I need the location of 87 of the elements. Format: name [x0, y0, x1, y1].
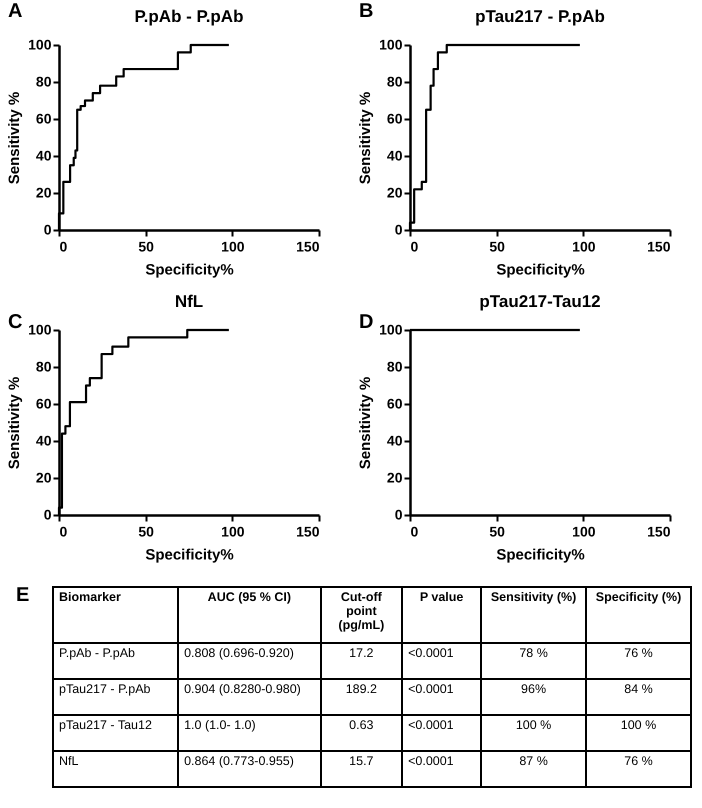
y-tick-label: 40 [36, 148, 52, 164]
y-tick-label: 80 [386, 358, 403, 374]
y-tick-label: 100 [379, 322, 403, 338]
y-tick-label: 20 [386, 470, 403, 486]
y-axis-title: Sensitivity % [6, 92, 24, 184]
x-axis-title: Specificity% [496, 262, 585, 278]
y-tick-label: 0 [44, 222, 52, 238]
text: E [16, 584, 30, 607]
x-tick-label: 150 [647, 524, 671, 540]
y-tick-label: 80 [386, 74, 403, 90]
text: <0.0001 [402, 751, 482, 787]
y-tick-label: 40 [36, 432, 52, 448]
text: 100 % [586, 715, 691, 751]
y-tick-label: 20 [36, 184, 52, 200]
text: AUC (95 % CI) [178, 587, 321, 643]
chart-title: pTau217-Tau12 [479, 292, 601, 311]
text: Biomarker [53, 587, 178, 643]
text: 189.2 [320, 679, 402, 715]
text: 15.7 [320, 751, 402, 787]
x-tick-label: 50 [489, 238, 506, 254]
y-tick-label: 60 [386, 110, 403, 126]
text: B [359, 0, 374, 23]
text: 76 % [586, 643, 691, 679]
text: 96% [481, 679, 586, 715]
y-tick-label: 40 [386, 148, 403, 164]
x-tick-label: 0 [410, 524, 418, 540]
text: Cut-off point (pg/mL) [320, 587, 402, 643]
y-axis-title: Sensitivity % [357, 376, 374, 470]
x-tick-label: 100 [572, 238, 596, 254]
text: 100 % [481, 715, 586, 751]
text: 0.63 [320, 715, 402, 751]
y-tick-label: 0 [394, 222, 403, 238]
text: 76 % [586, 751, 691, 787]
text: 78 % [481, 643, 586, 679]
y-tick-label: 20 [36, 470, 52, 486]
text: P value [402, 587, 482, 643]
text: 0.808 (0.696-0.920) [178, 643, 321, 679]
text: 0.904 (0.8280-0.980) [178, 679, 321, 715]
y-tick-label: 100 [379, 36, 403, 52]
y-tick-label: 100 [28, 322, 52, 338]
y-tick-label: 0 [394, 506, 403, 522]
x-tick-label: 0 [60, 238, 68, 254]
text: C [8, 311, 22, 334]
x-tick-label: 100 [221, 238, 245, 254]
y-axis-title: Sensitivity % [6, 376, 24, 470]
text: <0.0001 [402, 679, 482, 715]
text: A [8, 0, 22, 23]
y-axis-title: Sensitivity % [357, 92, 374, 184]
x-tick-label: 100 [221, 524, 245, 540]
y-tick-label: 20 [386, 184, 403, 200]
x-tick-label: 100 [572, 524, 596, 540]
chart-title: pTau217 - P.pAb [475, 7, 605, 26]
text: Sensitivity (%) [481, 587, 586, 643]
chart-title: NfL [174, 292, 204, 311]
x-tick-label: 150 [296, 524, 320, 540]
y-tick-label: 80 [36, 74, 52, 90]
text: 87 % [481, 751, 586, 787]
text: Specificity (%) [586, 587, 691, 643]
text: NfL [53, 751, 178, 787]
text: 0.864 (0.773-0.955) [178, 751, 321, 787]
text: pTau217 - P.pAb [53, 679, 178, 715]
y-tick-label: 40 [386, 432, 403, 448]
x-tick-label: 150 [647, 238, 671, 254]
y-tick-label: 60 [386, 396, 403, 412]
x-tick-label: 50 [138, 524, 154, 540]
y-tick-label: 60 [36, 396, 52, 412]
text: <0.0001 [402, 715, 482, 751]
x-axis-title: Specificity% [496, 546, 585, 564]
x-tick-label: 50 [489, 524, 506, 540]
text: 1.0 (1.0- 1.0) [178, 715, 321, 751]
text: 17.2 [320, 643, 402, 679]
text: pTau217 - Tau12 [53, 715, 178, 751]
text: 84 % [586, 679, 691, 715]
chart-title: P.pAb - P.pAb [134, 7, 244, 26]
x-axis-title: Specificity% [145, 546, 234, 564]
x-tick-label: 150 [296, 238, 320, 254]
text: <0.0001 [402, 643, 482, 679]
y-tick-label: 100 [28, 36, 52, 52]
y-tick-label: 60 [36, 110, 52, 126]
x-axis-title: Specificity% [145, 262, 234, 278]
text: D [359, 311, 374, 334]
x-tick-label: 50 [138, 238, 154, 254]
y-tick-label: 80 [36, 358, 52, 374]
y-tick-label: 0 [44, 506, 52, 522]
text: P.pAb - P.pAb [53, 643, 178, 679]
x-tick-label: 0 [410, 238, 418, 254]
x-tick-label: 0 [60, 524, 68, 540]
